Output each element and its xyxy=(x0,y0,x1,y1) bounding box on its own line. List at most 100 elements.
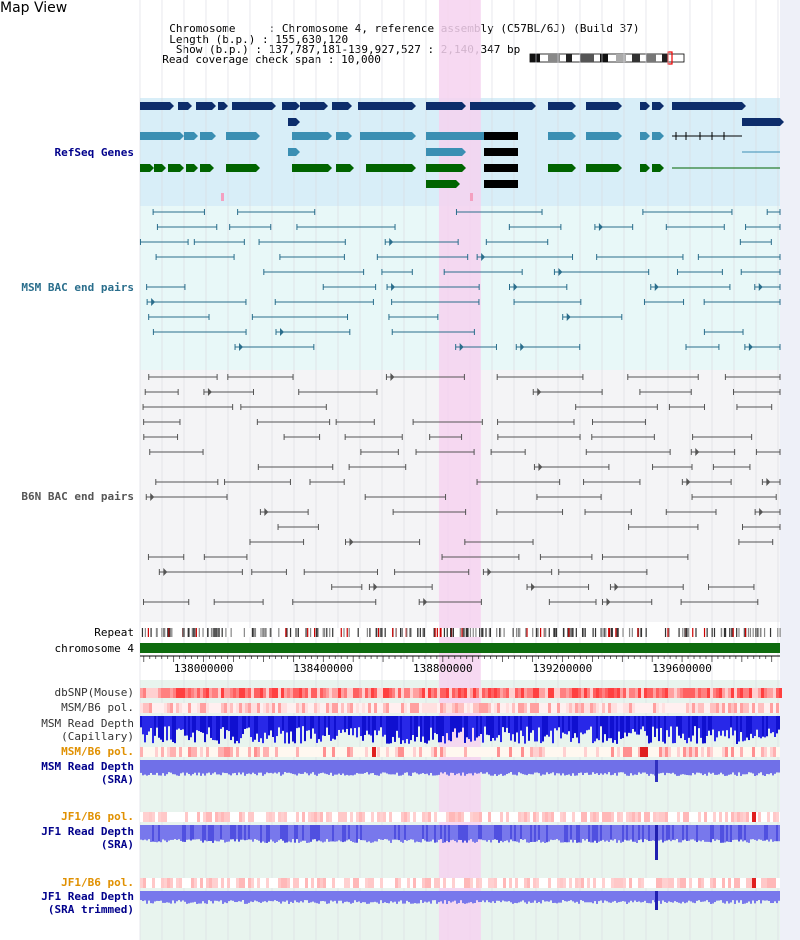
depth-bar xyxy=(576,716,578,738)
depth-bar xyxy=(532,825,534,842)
repeat-mark xyxy=(738,628,740,637)
heat-cell xyxy=(563,688,566,698)
track-label-jf1-read-sra[interactable]: JF1 Read Depth xyxy=(41,825,134,838)
depth-bar xyxy=(310,825,312,842)
repeat-mark xyxy=(193,628,195,637)
repeat-mark xyxy=(755,628,757,637)
gene-arrow xyxy=(348,102,352,110)
bac-arrow xyxy=(686,478,691,486)
repeat-mark xyxy=(265,628,267,637)
heat-cell xyxy=(188,703,191,713)
track-label-b6n-bac[interactable]: B6N BAC end pairs xyxy=(21,490,134,503)
repeat-mark xyxy=(253,628,255,637)
heat-cell xyxy=(428,703,431,713)
track-label-msm-read-sra[interactable]: MSM Read Depth xyxy=(41,760,134,773)
depth-bar xyxy=(256,716,258,734)
depth-bar xyxy=(636,760,638,775)
depth-bar xyxy=(320,891,322,902)
depth-bar xyxy=(538,891,540,902)
chromosome-ideogram[interactable] xyxy=(528,50,688,66)
heat-cell xyxy=(329,812,332,822)
track-label-jf1-b6-pol-2[interactable]: JF1/B6 pol. xyxy=(61,876,134,889)
heat-cell xyxy=(563,812,566,822)
heat-cell xyxy=(464,747,467,757)
depth-bar xyxy=(456,891,458,904)
depth-bar xyxy=(410,716,412,741)
heat-cell xyxy=(686,703,689,713)
depth-bar xyxy=(364,716,366,735)
gene-block xyxy=(300,102,324,110)
repeat-mark xyxy=(433,628,435,637)
track-label-msm-b6-pol-1[interactable]: MSM/B6 pol. xyxy=(61,701,134,714)
depth-bar xyxy=(414,891,416,904)
track-label-jf1-read-trimmed[interactable]: JF1 Read Depth xyxy=(41,890,134,903)
depth-bar xyxy=(760,716,762,739)
depth-bar xyxy=(346,716,348,729)
depth-bar xyxy=(288,760,290,773)
depth-bar xyxy=(752,716,754,739)
track-label-dbsnp[interactable]: dbSNP(Mouse) xyxy=(54,686,134,699)
depth-bar xyxy=(174,891,176,904)
depth-bar xyxy=(282,760,284,775)
repeat-mark xyxy=(348,628,350,637)
depth-bar xyxy=(672,825,674,840)
heat-cell xyxy=(200,878,203,888)
depth-bar xyxy=(412,891,414,904)
depth-bar xyxy=(508,716,510,733)
depth-bar xyxy=(518,825,520,843)
heat-cell xyxy=(770,878,773,888)
depth-bar xyxy=(202,825,204,843)
depth-bar xyxy=(524,716,526,744)
depth-bar xyxy=(444,891,446,901)
track-label-msm-b6-pol-2[interactable]: MSM/B6 pol. xyxy=(61,745,134,758)
heat-cell xyxy=(491,688,494,698)
depth-bar xyxy=(476,825,478,842)
depth-bar xyxy=(690,825,692,840)
depth-bar xyxy=(554,760,556,776)
depth-bar xyxy=(360,716,362,737)
depth-bar xyxy=(222,825,224,840)
depth-bar xyxy=(580,891,582,901)
heat-cell xyxy=(254,747,257,757)
track-label-chromosome[interactable]: chromosome 4 xyxy=(54,642,134,655)
depth-bar xyxy=(158,716,160,738)
depth-bar xyxy=(302,891,304,903)
info-value: 10,000 xyxy=(341,53,381,66)
track-label-jf1-b6-pol-1[interactable]: JF1/B6 pol. xyxy=(61,810,134,823)
track-label-msm-bac[interactable]: MSM BAC end pairs xyxy=(21,281,134,294)
track-label-msm-read-capillary[interactable]: MSM Read Depth xyxy=(41,717,134,730)
depth-bar xyxy=(184,716,186,736)
repeat-mark xyxy=(779,628,781,637)
depth-bar xyxy=(742,825,744,842)
depth-bar xyxy=(250,760,252,775)
heat-cell xyxy=(236,747,239,757)
depth-bar xyxy=(738,760,740,773)
gene-arrow xyxy=(180,132,184,140)
depth-bar xyxy=(602,891,604,903)
depth-bar xyxy=(178,891,180,901)
depth-bar xyxy=(192,716,194,733)
depth-bar xyxy=(584,716,586,734)
track-label-refseq-genes[interactable]: RefSeq Genes xyxy=(54,146,134,159)
depth-bar xyxy=(492,825,494,840)
track-label-repeat[interactable]: Repeat xyxy=(94,626,134,639)
depth-bar xyxy=(482,891,484,901)
heat-cell xyxy=(617,812,620,822)
heat-cell xyxy=(263,688,266,698)
heat-cell xyxy=(677,878,680,888)
repeat-mark xyxy=(326,628,328,637)
bac-arrow xyxy=(373,583,378,591)
depth-bar xyxy=(398,716,400,738)
gene-block xyxy=(226,164,256,172)
heat-cell xyxy=(716,688,719,698)
heat-cell xyxy=(614,688,617,698)
bac-arrow xyxy=(391,283,396,291)
heat-cell xyxy=(710,878,713,888)
heat-cell xyxy=(203,812,206,822)
depth-bar xyxy=(530,716,532,733)
depth-bar xyxy=(488,825,490,841)
bac-arrow xyxy=(389,238,394,246)
depth-bar xyxy=(634,760,636,775)
depth-bar xyxy=(524,891,526,903)
